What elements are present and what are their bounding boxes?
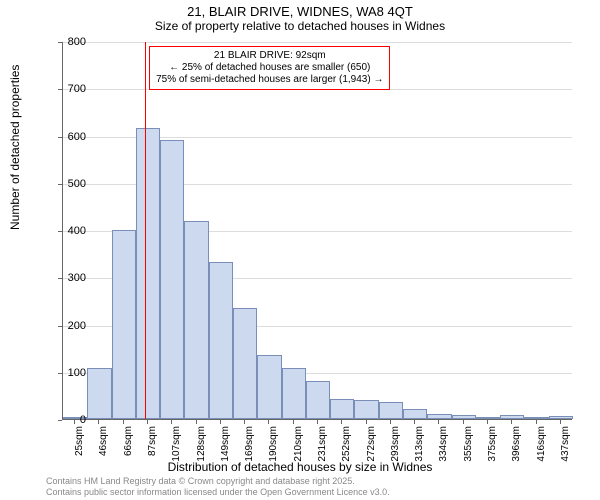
x-tick-label: 231sqm [317,426,328,466]
x-tick [366,420,367,424]
y-tick [58,278,62,279]
chart-title: 21, BLAIR DRIVE, WIDNES, WA8 4QT [0,0,600,19]
x-tick-label: 334sqm [438,426,449,466]
bar [87,368,111,419]
x-tick [511,420,512,424]
chart-subtitle: Size of property relative to detached ho… [0,19,600,37]
x-tick [463,420,464,424]
y-tick-label: 500 [68,178,86,190]
bar [427,414,451,419]
x-tick [220,420,221,424]
x-tick-label: 107sqm [171,426,182,466]
bar [403,409,427,419]
y-tick [58,42,62,43]
bar [452,415,476,419]
x-tick [244,420,245,424]
x-tick [74,420,75,424]
x-tick-label: 210sqm [293,426,304,466]
x-tick-label: 46sqm [98,426,109,466]
x-tick [98,420,99,424]
x-tick [317,420,318,424]
x-tick-label: 355sqm [463,426,474,466]
y-tick-label: 0 [80,414,86,426]
footer: Contains HM Land Registry data © Crown c… [46,476,390,498]
annotation-line1: 21 BLAIR DRIVE: 92sqm [156,50,383,62]
x-tick-label: 66sqm [123,426,134,466]
bar [209,262,233,419]
y-tick-label: 400 [68,225,86,237]
marker-line [145,42,146,419]
y-tick-label: 700 [68,83,86,95]
bar [354,400,378,419]
x-tick-label: 25sqm [74,426,85,466]
x-tick [341,420,342,424]
y-tick-label: 600 [68,131,86,143]
x-tick [147,420,148,424]
y-tick [58,184,62,185]
y-tick [58,231,62,232]
x-tick-label: 149sqm [220,426,231,466]
x-tick-label: 190sqm [268,426,279,466]
x-tick [268,420,269,424]
x-tick [560,420,561,424]
bar [500,415,524,419]
x-tick-label: 293sqm [390,426,401,466]
y-axis-label: Number of detached properties [8,65,22,230]
x-tick-label: 128sqm [196,426,207,466]
x-tick [196,420,197,424]
y-tick [58,89,62,90]
x-tick [536,420,537,424]
y-tick-label: 800 [68,36,86,48]
y-tick [58,420,62,421]
footer-line2: Contains public sector information licen… [46,487,390,498]
x-tick-label: 375sqm [487,426,498,466]
x-tick [390,420,391,424]
x-tick-label: 437sqm [560,426,571,466]
x-tick-label: 272sqm [366,426,377,466]
bar [549,416,573,419]
grid-line [63,42,572,43]
x-tick [438,420,439,424]
bar [136,128,160,419]
x-tick-label: 169sqm [244,426,255,466]
bar [330,399,354,419]
annotation-line3: 75% of semi-detached houses are larger (… [156,74,383,86]
x-tick-label: 87sqm [147,426,158,466]
y-tick [58,137,62,138]
bar [112,230,136,419]
x-tick [414,420,415,424]
y-tick-label: 100 [68,367,86,379]
y-tick [58,373,62,374]
bar [379,402,403,419]
y-tick-label: 200 [68,320,86,332]
x-tick-label: 396sqm [511,426,522,466]
x-tick-label: 252sqm [341,426,352,466]
bar [184,221,208,419]
bar [282,368,306,419]
y-tick-label: 300 [68,272,86,284]
bar [233,308,257,419]
x-tick [123,420,124,424]
chart-container: 21, BLAIR DRIVE, WIDNES, WA8 4QT Size of… [0,0,600,500]
bar [306,381,330,419]
bar [160,140,184,419]
plot-area: 21 BLAIR DRIVE: 92sqm ← 25% of detached … [62,42,572,420]
x-tick-label: 313sqm [414,426,425,466]
footer-line1: Contains HM Land Registry data © Crown c… [46,476,390,487]
x-tick-label: 416sqm [536,426,547,466]
x-tick [487,420,488,424]
bar [524,417,548,419]
x-tick [171,420,172,424]
y-tick [58,326,62,327]
annotation-box: 21 BLAIR DRIVE: 92sqm ← 25% of detached … [149,46,390,90]
x-tick [293,420,294,424]
annotation-line2: ← 25% of detached houses are smaller (65… [156,62,383,74]
bar [476,417,500,419]
bar [257,355,281,419]
